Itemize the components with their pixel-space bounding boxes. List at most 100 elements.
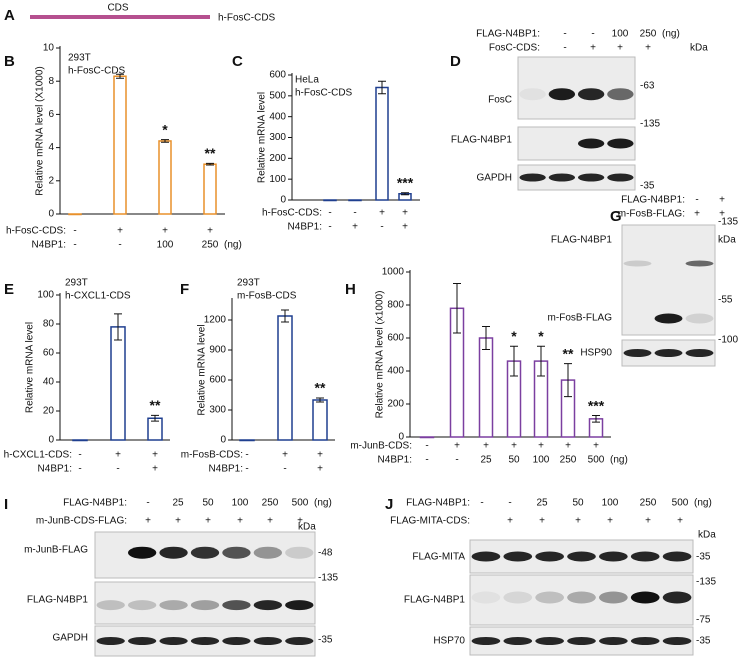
y-tick-label: 100 — [269, 174, 286, 185]
blot-band — [623, 260, 652, 267]
blot-band — [190, 637, 220, 645]
condition-value: + — [297, 516, 303, 527]
blot-band — [662, 591, 692, 604]
y-tick-label: 0 — [220, 435, 226, 446]
blot-band — [285, 637, 314, 645]
condition-label: FLAG-MITA-CDS: — [390, 516, 470, 527]
panel-letter: D — [450, 53, 461, 70]
blot-band — [285, 546, 314, 559]
error-bar — [401, 192, 409, 196]
strip-label: GAPDH — [476, 173, 512, 184]
y-axis-label: Relative mRNA level (X1000) — [35, 66, 46, 196]
y-tick-label: 1200 — [204, 315, 227, 326]
condition-value: + — [511, 441, 517, 452]
annotation: HeLa — [295, 75, 319, 86]
panel-letter: H — [345, 281, 356, 298]
y-tick-label: 40 — [43, 377, 55, 388]
y-tick-label: 1000 — [382, 267, 405, 278]
annotation: h-FosC-CDS — [295, 88, 353, 99]
size-marker: -100 — [718, 335, 738, 346]
condition-value: + — [117, 226, 123, 237]
condition-value: + — [317, 450, 323, 461]
bar — [72, 439, 88, 442]
condition-unit: (ng) — [224, 240, 242, 251]
condition-label: h-FosC-CDS: — [6, 226, 66, 237]
condition-value: 250 — [640, 498, 657, 509]
blot-band — [685, 349, 714, 357]
blot-band — [654, 313, 683, 324]
condition-value: - — [380, 222, 383, 233]
error-bar — [378, 80, 386, 95]
strip-label: HSP70 — [433, 636, 465, 647]
kda-header: kDa — [298, 522, 316, 533]
blot-band — [567, 551, 596, 562]
condition-value: 250 — [640, 29, 657, 40]
annotation: h-FosC-CDS — [68, 66, 126, 77]
condition-value: - — [328, 222, 331, 233]
blot-band — [253, 546, 282, 559]
blot-strip — [517, 126, 636, 161]
y-tick-label: 500 — [269, 90, 286, 101]
blot-band — [471, 551, 501, 562]
strip-label: m-FosB-FLAG — [548, 313, 613, 324]
condition-value: 100 — [612, 29, 629, 40]
y-tick-label: 100 — [37, 290, 54, 301]
size-marker: -35 — [696, 552, 711, 563]
blot-band — [253, 637, 282, 645]
condition-label: m-JunB-CDS-FLAG: — [36, 516, 127, 527]
kda-header: kDa — [718, 235, 736, 246]
y-tick-label: 80 — [43, 319, 55, 330]
blot-band — [222, 637, 251, 645]
condition-unit: (ng) — [694, 498, 712, 509]
significance: * — [538, 328, 544, 344]
blot-band — [127, 546, 157, 559]
bar — [68, 213, 82, 216]
condition-value: + — [282, 450, 288, 461]
condition-value: 50 — [508, 455, 520, 466]
significance: ** — [205, 145, 216, 161]
condition-value: 250 — [262, 498, 279, 509]
condition-value: + — [162, 226, 168, 237]
panel-letter: G — [610, 208, 622, 225]
blot-band — [285, 600, 314, 611]
strip-label: FLAG-N4BP1 — [27, 595, 89, 606]
condition-value: + — [207, 226, 213, 237]
error-bar — [114, 313, 122, 341]
blot-band — [503, 591, 533, 604]
condition-value: + — [719, 209, 725, 220]
condition-unit: (ng) — [610, 455, 628, 466]
significance: ** — [563, 345, 574, 361]
panel-letter: B — [4, 53, 15, 70]
blot-strip — [517, 56, 636, 120]
condition-value: + — [454, 441, 460, 452]
condition-value: + — [645, 516, 651, 527]
y-tick-label: 300 — [209, 405, 226, 416]
kda-header: kDa — [698, 530, 716, 541]
bar — [348, 199, 362, 202]
condition-label: N4BP1: — [209, 464, 243, 475]
condition-value: + — [379, 208, 385, 219]
segment-label: CDS — [107, 3, 128, 14]
condition-value: - — [695, 195, 698, 206]
bar — [323, 199, 337, 202]
blot-band — [548, 173, 576, 182]
strip-label: FosC — [488, 95, 512, 106]
condition-value: 100 — [157, 240, 174, 251]
condition-value: - — [78, 464, 81, 475]
error-bar — [316, 397, 324, 403]
condition-value: 100 — [232, 498, 249, 509]
condition-value: + — [607, 516, 613, 527]
panel-letter: I — [4, 496, 8, 513]
blot-band — [607, 88, 634, 101]
condition-unit: (ng) — [662, 29, 680, 40]
condition-label: N4BP1: — [378, 455, 412, 466]
condition-value: - — [245, 450, 248, 461]
y-axis-label: Relative mRNA level — [197, 324, 208, 415]
condition-value: + — [352, 222, 358, 233]
error-bar — [537, 345, 545, 377]
error-bar — [453, 283, 461, 334]
condition-value: - — [118, 240, 121, 251]
condition-value: 25 — [536, 498, 548, 509]
blot-band — [623, 349, 652, 357]
